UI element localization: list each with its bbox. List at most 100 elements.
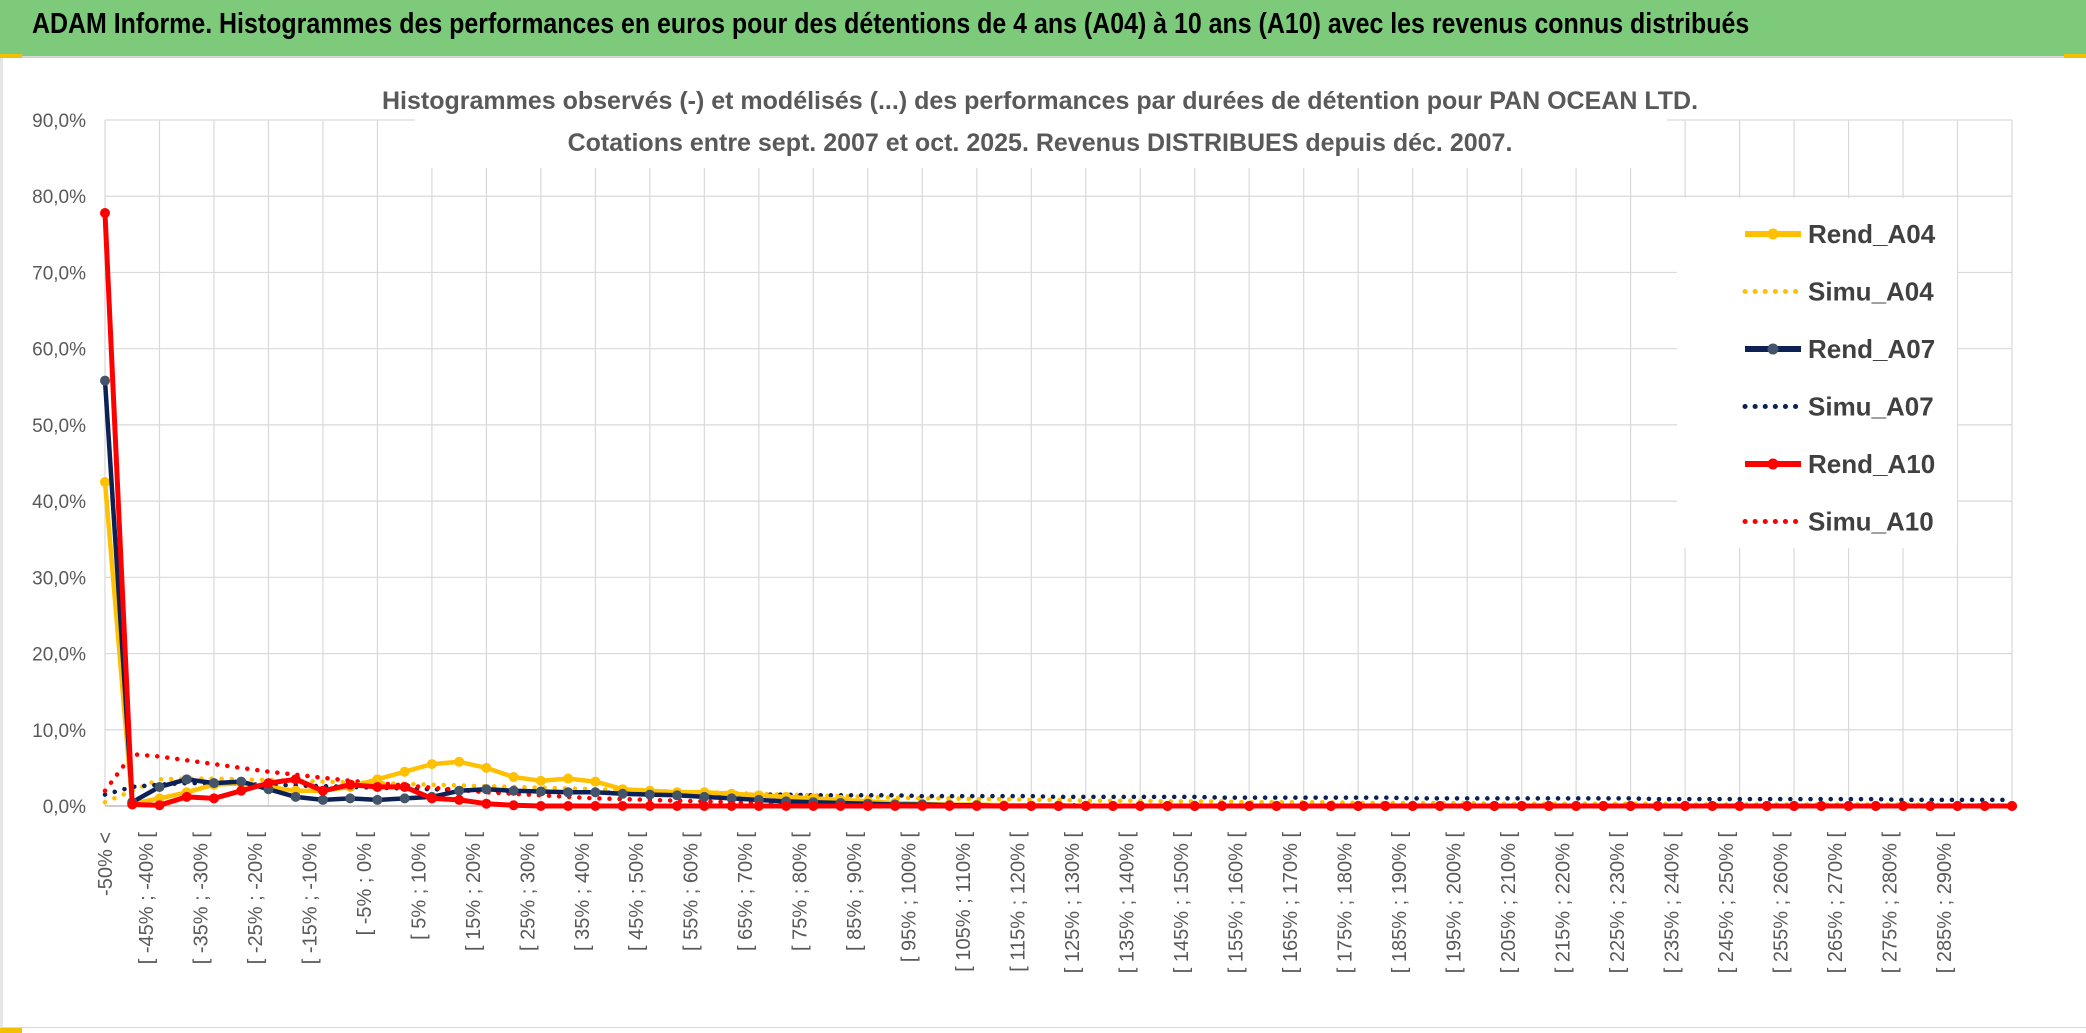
data-point: [1734, 801, 1745, 811]
data-point: [481, 798, 492, 809]
data-point: [1652, 801, 1663, 811]
data-point: [1516, 801, 1527, 811]
data-point: [999, 801, 1010, 811]
data-point: [617, 801, 628, 811]
data-point: [944, 801, 955, 811]
x-tick-label: [ 195% ; 200% [: [1444, 832, 1466, 974]
data-point: [1380, 801, 1391, 811]
data-point: [726, 801, 737, 811]
data-point: [563, 773, 574, 784]
data-point: [372, 781, 383, 792]
y-tick-label: 20,0%: [32, 645, 86, 666]
x-tick-label: [ 85% ; 90% [: [844, 832, 866, 951]
data-point: [154, 800, 165, 811]
data-point: [699, 801, 710, 811]
data-point: [1979, 801, 1990, 811]
data-point: [644, 801, 655, 811]
data-point: [563, 787, 574, 798]
data-point: [454, 785, 465, 796]
data-point: [508, 800, 519, 811]
data-point: [1707, 801, 1718, 811]
x-tick-label: [ -5% ; 0% [: [354, 832, 376, 936]
data-point: [290, 774, 301, 785]
data-point: [1843, 801, 1854, 811]
data-point: [236, 785, 247, 796]
y-tick-label: 30,0%: [32, 568, 86, 589]
data-point: [154, 793, 165, 804]
data-point: [862, 801, 873, 811]
x-tick-label: -50% <: [95, 832, 117, 896]
x-tick-label: [ 265% ; 270% [: [1825, 832, 1847, 974]
x-tick-label: [ 225% ; 230% [: [1607, 832, 1629, 974]
x-tick-label: [ 95% ; 100% [: [899, 832, 921, 963]
y-tick-label: 0,0%: [43, 797, 86, 818]
data-point: [2007, 801, 2017, 811]
data-point: [1026, 801, 1037, 811]
x-tick-label: [ 125% ; 130% [: [1062, 832, 1084, 974]
data-point: [1925, 801, 1936, 811]
legend-background: [1677, 198, 1957, 548]
x-tick-label: [ 55% ; 60% [: [681, 832, 703, 951]
data-point: [1462, 801, 1473, 811]
data-point: [208, 778, 219, 789]
chart-series: [100, 207, 2017, 811]
chart-title: Histogrammes observés (-) et modélisés (…: [382, 87, 1698, 115]
y-tick-label: 80,0%: [32, 187, 86, 208]
legend-label: Rend_A07: [1808, 334, 1935, 364]
x-tick-label: [ 175% ; 180% [: [1335, 832, 1357, 974]
y-tick-label: 90,0%: [32, 111, 86, 132]
data-point: [154, 781, 165, 792]
data-point: [1353, 801, 1364, 811]
data-point: [590, 776, 601, 787]
data-point: [1543, 801, 1554, 811]
data-point: [563, 801, 574, 811]
x-tick-label: [ 255% ; 260% [: [1770, 832, 1792, 974]
data-point: [1898, 801, 1909, 811]
x-tick-label: [ 235% ; 240% [: [1661, 832, 1683, 974]
data-point: [399, 781, 410, 792]
data-point: [1162, 801, 1173, 811]
legend-item-rend-a07: Rend_A07: [1745, 334, 1935, 364]
x-tick-label: [ 275% ; 280% [: [1879, 832, 1901, 974]
data-point: [971, 801, 982, 811]
data-point: [372, 794, 383, 805]
legend-marker: [1767, 458, 1779, 470]
data-point: [426, 759, 437, 770]
data-point: [1298, 801, 1309, 811]
data-point: [181, 774, 192, 785]
x-tick-label: [ 165% ; 170% [: [1280, 832, 1302, 974]
data-point: [726, 793, 737, 804]
data-point: [345, 779, 356, 790]
x-tick-label: [ 15% ; 20% [: [463, 832, 485, 951]
x-tick-label: [ 145% ; 150% [: [1171, 832, 1193, 974]
report-title: ADAM Informe. Histogrammes des performan…: [32, 8, 1750, 40]
data-point: [535, 786, 546, 797]
x-tick-label: [ 5% ; 10% [: [408, 832, 430, 940]
data-point: [263, 778, 274, 789]
data-point: [181, 791, 192, 802]
x-tick-label: [ -25% ; -20% [: [245, 832, 267, 965]
data-point: [1325, 801, 1336, 811]
data-point: [100, 207, 110, 218]
frame-corner-top-right: [2064, 54, 2086, 58]
data-point: [835, 801, 846, 811]
x-tick-label: [ 105% ; 110% [: [953, 832, 975, 972]
data-point: [508, 772, 519, 783]
x-tick-label: [ 155% ; 160% [: [1226, 832, 1248, 974]
data-point: [672, 801, 683, 811]
x-tick-label: [ 245% ; 250% [: [1716, 832, 1738, 974]
data-point: [236, 776, 247, 787]
chart-title-area: Histogrammes observés (-) et modélisés (…: [382, 78, 1698, 168]
frame-corner-top-left: [0, 54, 22, 58]
data-point: [508, 785, 519, 796]
x-tick-label: [ 115% ; 120% [: [1008, 832, 1030, 972]
data-point: [781, 801, 792, 811]
data-point: [127, 799, 138, 810]
x-tick-label: [ 135% ; 140% [: [1117, 832, 1139, 974]
y-tick-label: 70,0%: [32, 263, 86, 284]
report-banner: ADAM Informe. Histogrammes des performan…: [0, 0, 2086, 58]
x-tick-label: [ 35% ; 40% [: [572, 832, 594, 951]
legend-label: Rend_A10: [1808, 449, 1935, 479]
data-point: [1053, 801, 1064, 811]
